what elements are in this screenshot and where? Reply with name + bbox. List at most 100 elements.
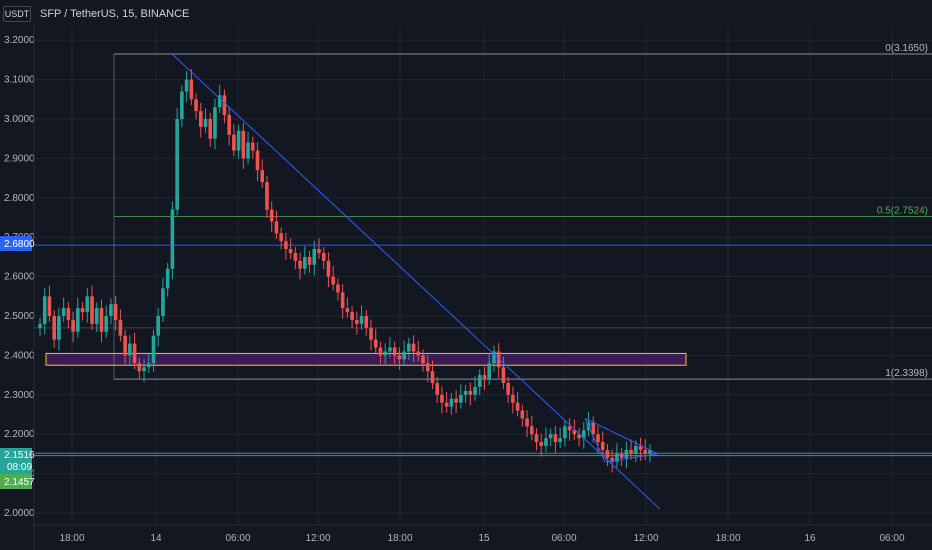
time-tick-label: 18:00 [387,533,412,544]
candle-body [321,252,326,261]
candle-body [274,221,279,234]
symbol-title[interactable]: SFP / TetherUS, 15, BINANCE [40,8,190,20]
time-axis[interactable]: 18:00 14 06:00 12:00 18:00 15 06:00 12:00 18:00 1… [34,524,932,544]
time-tick-label: 18:00 [715,533,740,544]
candle-body [459,394,463,403]
candle-body [246,142,250,159]
candle-body [345,308,350,313]
candle-body [76,308,80,332]
candle-body [397,355,402,360]
blue-line-tag-text: 2.6800 [4,239,35,250]
candle-body [340,292,345,309]
candle-body [501,367,506,383]
candle-body [180,91,184,119]
grid-lines [34,26,932,525]
candle-body [402,351,406,360]
low-price-text: 2.1457 [4,477,35,488]
candle-body [373,339,378,348]
candle-body [534,434,539,443]
candle-body [615,453,619,462]
candle-body [638,446,643,450]
candle-body [444,402,449,407]
candle-body [336,284,340,293]
last-price-tag [0,448,32,474]
price-tags: 2.6800 2.1516 08:09 2.1457 [0,236,35,489]
candle-body [61,308,66,316]
fib-level-label: 1(2.3398) [885,368,928,379]
candle-body [553,434,558,443]
candle-body [383,351,387,356]
candle-body [227,115,231,135]
candle-body [435,382,440,395]
candle-body [548,434,553,439]
candle-body [529,426,534,435]
candle-body [288,249,293,253]
candle-body [170,209,175,269]
countdown-text: 08:09 [7,462,32,473]
candle-body [52,316,56,340]
chart-header: USDT SFP / TetherUS, 15, BINANCE [0,0,932,24]
candle-body [213,107,217,139]
candle-body [619,453,624,458]
time-tick-label: 12:00 [633,533,658,544]
fib-level-label: 0.5(2.7524) [877,206,928,217]
candle-body [208,119,213,139]
candle-body [118,319,123,336]
currency-badge[interactable]: USDT [3,6,31,22]
candle-body [648,449,652,454]
candle-body [47,296,52,316]
candle-body [128,343,132,356]
candle-body [506,382,510,395]
candle-body [430,371,435,383]
trendlines[interactable] [113,53,661,510]
candle-body [123,335,127,356]
candle-body [407,343,411,352]
price-tick-label: 3.2000 [4,35,35,46]
candle-body [71,319,75,332]
candle-body [492,351,496,364]
candle-body [184,79,189,92]
price-tick-label: 2.0000 [4,508,35,519]
candle-body [85,296,90,313]
triangle-left-line [584,418,606,462]
candle-body [255,150,260,171]
candle-body [293,252,298,261]
candle-body [581,430,586,439]
triangle-lower-line [604,453,659,463]
candle-body [449,398,454,407]
candle-body [563,426,567,439]
support-zone[interactable] [45,352,687,366]
candle-body [104,316,109,332]
time-tick-label: 18:00 [59,533,84,544]
candle-body [416,351,421,356]
candle-body [222,95,227,116]
candle-body [203,119,208,127]
main-downtrend-line [171,53,661,510]
candle-body [165,268,170,289]
candle-body [350,312,354,320]
triangle-upper-line [584,417,659,455]
price-tick-label: 2.6000 [4,272,35,283]
candle-body [378,347,383,356]
price-tick-label: 3.1000 [4,75,35,86]
candle-body [515,402,520,411]
candle-body [284,241,288,250]
price-tick-label: 2.9000 [4,153,35,164]
candle-body [487,363,492,380]
candle-body [99,308,104,332]
price-tick-label: 3.0000 [4,114,35,125]
candle-body [477,375,482,387]
candle-body [57,316,61,340]
candle-body [241,130,246,159]
candle-body [468,390,473,395]
candle-body [539,442,544,447]
candle-body [331,276,335,285]
candle-body [317,249,321,253]
candle-body [279,233,283,242]
candle-body [250,142,255,151]
candle-body [137,363,142,372]
fib-retracement[interactable]: 0(3.1650) 0.5(2.7524) 1(2.3398) [114,43,932,380]
candle-body [624,449,629,458]
candle-body [90,296,94,324]
